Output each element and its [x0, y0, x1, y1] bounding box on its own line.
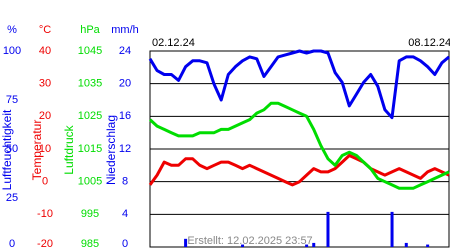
y-tick-label: 30 [39, 78, 51, 90]
y-tick-label: 1045 [78, 45, 102, 57]
y-tick-label: 12 [119, 143, 131, 155]
rain-bar [305, 244, 309, 247]
marks [148, 49, 450, 247]
y-tick-label: 985 [81, 238, 99, 250]
y-tick-label: 40 [39, 45, 51, 57]
y-tick-label: 75 [6, 94, 18, 106]
axis-title: Luftdruck [62, 124, 76, 174]
y-tick-label: 1035 [78, 78, 102, 90]
y-tick-label: 10 [39, 143, 51, 155]
y-tick-label: 0 [42, 176, 48, 188]
rain-bar [404, 242, 408, 247]
grid [150, 50, 449, 248]
y-tick-label: 4 [122, 208, 128, 220]
y-tick-label: 100 [3, 45, 21, 57]
rain-bar [326, 211, 330, 247]
axis-title: Luftfeuchtigkeit [0, 109, 14, 190]
y-tick-label: 20 [39, 110, 51, 122]
axis-title: Temperatur [30, 120, 44, 181]
axis-unit: °C [39, 24, 51, 36]
y-tick-label: 8 [122, 176, 128, 188]
y-tick-label: 25 [6, 192, 18, 204]
y-tick-label: 0 [9, 238, 15, 250]
rain-bar [426, 244, 430, 247]
x-date-label: 02.12.24 [152, 37, 195, 49]
axis-title: Niederschlag [104, 115, 118, 185]
y-tick-label: 0 [122, 238, 128, 250]
series-line [148, 49, 450, 120]
y-tick-label: 50 [6, 143, 18, 155]
y-tick-label: 1025 [78, 110, 102, 122]
y-tick-label: 20 [119, 78, 131, 90]
axis-unit: % [7, 24, 17, 36]
y-tick-label: -20 [37, 238, 53, 250]
series-line [148, 101, 450, 190]
y-tick-label: 16 [119, 110, 131, 122]
y-tick-label: 1005 [78, 176, 102, 188]
x-date-label: 08.12.24 [408, 37, 450, 49]
axis-unit: mm/h [111, 24, 139, 36]
axis-unit: hPa [80, 24, 100, 36]
rain-bar [184, 238, 188, 247]
y-tick-label: 995 [81, 208, 99, 220]
footer: Erstellt: 12.02.2025 23:57 [187, 235, 312, 247]
rain-bar [241, 244, 245, 247]
rain-bar [390, 211, 394, 247]
y-tick-label: -10 [37, 208, 53, 220]
series-line [148, 154, 450, 187]
rain-bar [312, 242, 316, 247]
y-tick-label: 1015 [78, 143, 102, 155]
y-tick-label: 24 [119, 45, 131, 57]
